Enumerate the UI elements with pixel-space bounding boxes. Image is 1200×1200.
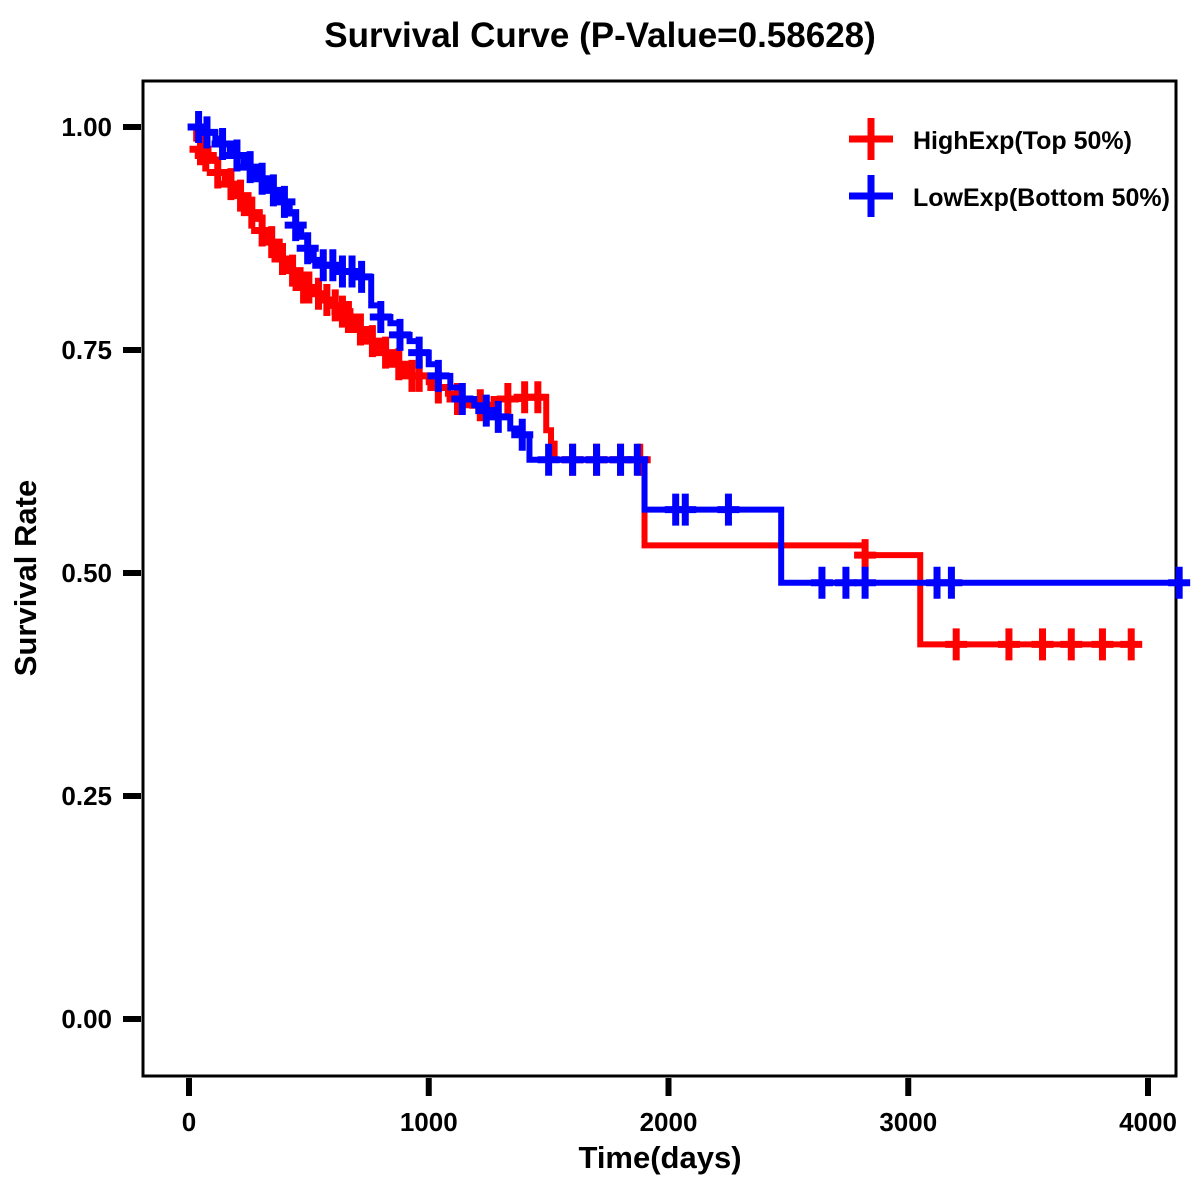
censor-marker — [427, 359, 450, 392]
censor-marker — [273, 185, 296, 218]
censor-marker — [810, 566, 833, 599]
censor-marker — [337, 300, 360, 333]
censor-marker — [451, 383, 474, 416]
censor-marker — [388, 318, 411, 351]
censor-marker — [945, 628, 968, 661]
censor-marker — [369, 300, 392, 333]
censor-marker — [997, 628, 1020, 661]
y-tick-label: 0.75 — [61, 335, 112, 365]
censor-marker — [225, 139, 248, 172]
censor-marker — [350, 260, 373, 293]
censor-marker — [211, 127, 234, 160]
y-tick-label: 0.50 — [61, 558, 112, 588]
censor-marker — [408, 336, 431, 369]
censor-marker — [487, 400, 510, 433]
censor-marker — [387, 348, 410, 381]
x-tick-label: 4000 — [1119, 1107, 1177, 1137]
censor-marker — [206, 156, 229, 189]
censor-marker — [374, 336, 397, 369]
censor-marker — [262, 174, 285, 207]
censor-marker — [626, 443, 649, 476]
x-axis-ticks: 0 1000 2000 3000 4000 — [182, 1078, 1177, 1137]
censor-marker — [296, 232, 319, 265]
censor-marker — [349, 313, 372, 346]
censor-marker — [284, 209, 307, 242]
censor-marker — [260, 226, 283, 259]
x-tick-label: 1000 — [400, 1107, 458, 1137]
y-axis-label: Survival Rate — [8, 480, 43, 676]
y-axis-ticks: 0.00 0.25 0.50 0.75 1.00 — [61, 112, 141, 1034]
censor-marker — [1120, 628, 1143, 661]
censor-marker — [1168, 566, 1191, 599]
censor-marker — [240, 196, 263, 229]
censor-marker — [361, 325, 384, 358]
x-tick-label: 0 — [182, 1107, 196, 1137]
legend-label-low-exp: LowExp(Bottom 50%) — [913, 184, 1170, 212]
y-tick-label: 1.00 — [61, 112, 112, 142]
x-axis-label: Time(days) — [578, 1140, 741, 1175]
series-layer — [187, 111, 1191, 661]
censor-marker — [940, 566, 963, 599]
y-tick-label: 0.00 — [61, 1004, 112, 1034]
x-tick-label: 3000 — [879, 1107, 937, 1137]
censor-marker — [526, 381, 549, 414]
censor-marker — [537, 443, 560, 476]
legend-entry-low-exp[interactable]: LowExp(Bottom 50%) — [849, 175, 1170, 217]
censor-marker — [854, 566, 877, 599]
censor-marker — [511, 418, 534, 451]
censor-marker — [239, 151, 262, 184]
chart-title: Survival Curve (P-Value=0.58628) — [324, 16, 876, 55]
series-low-exp — [187, 111, 1191, 599]
x-tick-label: 2000 — [640, 1107, 698, 1137]
legend: HighExp(Top 50%) LowExp(Bottom 50%) — [849, 118, 1170, 217]
censor-marker — [1031, 628, 1054, 661]
censor-marker — [674, 493, 697, 526]
censor-marker — [195, 116, 218, 149]
censor-marker — [251, 162, 274, 195]
censor-marker — [281, 254, 304, 287]
censor-marker — [229, 179, 252, 212]
legend-label-high-exp: HighExp(Top 50%) — [913, 127, 1132, 155]
censor-marker — [834, 566, 857, 599]
censor-marker — [1091, 628, 1114, 661]
censor-marker — [475, 394, 498, 427]
y-tick-label: 0.25 — [61, 781, 112, 811]
legend-entry-high-exp[interactable]: HighExp(Top 50%) — [849, 118, 1132, 160]
censor-marker — [1060, 628, 1083, 661]
censor-marker — [717, 493, 740, 526]
censor-marker — [561, 443, 584, 476]
censor-marker — [585, 443, 608, 476]
censor-marker — [854, 539, 877, 572]
